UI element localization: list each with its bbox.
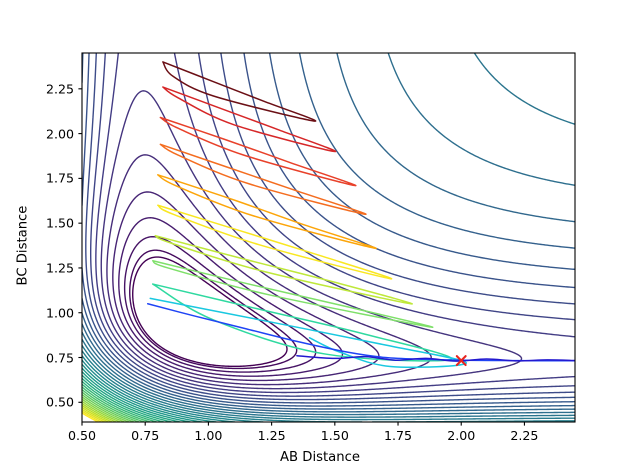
final-point-marker bbox=[455, 355, 467, 367]
y-tick-label: 2.00 bbox=[45, 126, 74, 142]
trajectory-layer bbox=[146, 61, 575, 368]
x-tick-label: 2.00 bbox=[447, 428, 476, 443]
trajectory-iteration-6 bbox=[157, 204, 393, 280]
contour-layer bbox=[82, 53, 575, 422]
y-tick-label: 1.50 bbox=[45, 215, 74, 231]
trajectory-converged-path bbox=[296, 354, 575, 362]
trajectory-iteration-2 bbox=[162, 86, 337, 153]
trajectory-iteration-3 bbox=[159, 116, 357, 187]
trajectory-iteration-4 bbox=[159, 143, 367, 215]
y-tick-label: 0.50 bbox=[45, 394, 74, 410]
x-axis-label: AB Distance bbox=[280, 450, 360, 465]
x-tick-label: 1.75 bbox=[383, 428, 413, 443]
trajectory-iteration-8 bbox=[152, 260, 434, 328]
x-tick-label: 1.25 bbox=[257, 428, 286, 443]
x-tick-label: 1.00 bbox=[194, 428, 223, 443]
y-tick-label: 1.25 bbox=[45, 260, 74, 276]
y-tick-label: 1.75 bbox=[45, 170, 74, 186]
axes-layer bbox=[78, 52, 576, 426]
trajectory-iteration-7 bbox=[154, 234, 413, 305]
x-tick-label: 2.25 bbox=[510, 428, 539, 443]
y-tick-label: 0.75 bbox=[45, 350, 74, 365]
trajectory-iteration-5 bbox=[157, 174, 377, 249]
x-tick-label: 1.50 bbox=[320, 428, 349, 443]
y-axis-label: BC Distance bbox=[15, 205, 31, 286]
x-tick-label: 0.75 bbox=[131, 428, 160, 443]
x-tick-label: 0.50 bbox=[67, 428, 97, 443]
y-tick-label: 2.25 bbox=[45, 81, 74, 97]
trajectory-iteration-1 bbox=[162, 61, 317, 122]
trajectory-iteration-10 bbox=[149, 297, 468, 368]
y-tick-label: 1.00 bbox=[45, 305, 74, 321]
